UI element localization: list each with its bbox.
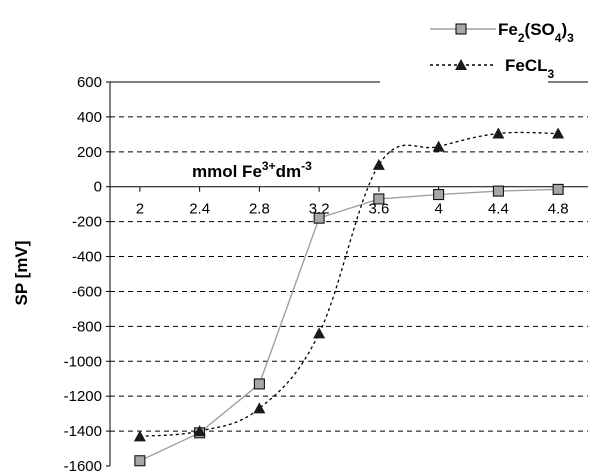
y-axis-title: SP [mV]	[12, 241, 31, 306]
y-tick-label: -200	[72, 214, 102, 231]
legend-label-1-mid: (SO	[525, 20, 555, 39]
legend-item-series-1: Fe2(SO4)3	[430, 20, 574, 45]
y-tick-label: -400	[72, 249, 102, 266]
series-1-point	[253, 378, 265, 390]
x-axis-ticks: 2 2.4 2.8 3.2 3.6 4 4.4 4.8	[136, 186, 569, 218]
series-1-point	[134, 455, 146, 467]
y-tick-label: -1200	[64, 388, 102, 405]
x-axis-title-sup2: -3	[301, 159, 312, 173]
x-axis-title: mmol Fe3+dm-3	[192, 159, 312, 181]
x-tick-label: 4.4	[488, 201, 509, 218]
x-axis-title-base: mmol Fe	[192, 162, 262, 181]
y-tick-label: -1000	[64, 353, 102, 370]
series-1-point	[313, 212, 325, 224]
legend-square-marker-icon	[455, 23, 467, 35]
x-tick-label: 4.8	[548, 201, 569, 218]
legend-label-series-1: Fe2(SO4)3	[498, 20, 574, 45]
x-tick-label: 2.4	[189, 201, 210, 218]
series-2-point	[193, 425, 206, 437]
legend: Fe2(SO4)3 FeCL3	[430, 20, 574, 81]
y-tick-label: -1400	[64, 423, 102, 440]
legend-triangle-marker-icon	[455, 59, 467, 70]
grid	[110, 81, 588, 432]
series-2-point	[253, 402, 266, 414]
legend-label-1-sub3: 3	[567, 31, 574, 45]
x-axis-title-mid: dm	[276, 162, 302, 181]
series-2-point	[372, 158, 385, 170]
legend-item-series-2: FeCL3	[430, 56, 555, 81]
y-tick-label: -800	[72, 318, 102, 335]
y-tick-label: 400	[77, 109, 102, 126]
legend-label-1-sub1: 2	[518, 31, 525, 45]
legend-label-1-end: )	[561, 20, 567, 39]
legend-label-1-base: Fe	[498, 20, 518, 39]
legend-label-2-base: FeCL	[505, 56, 548, 75]
series-2-point	[133, 430, 146, 442]
series-2-point	[552, 127, 565, 139]
series-layer	[133, 127, 565, 467]
x-tick-label: 3.6	[368, 201, 389, 218]
legend-label-series-2: FeCL3	[505, 56, 555, 81]
series-2-line	[139, 131, 559, 437]
series-1-point	[492, 185, 504, 197]
x-tick-label: 2.8	[249, 201, 270, 218]
series-1-line	[139, 188, 559, 462]
series-2-point	[313, 327, 326, 339]
y-tick-label: -1600	[64, 458, 102, 474]
legend-label-2-sub1: 3	[548, 67, 555, 81]
series-2-point	[432, 140, 445, 152]
y-tick-label: 0	[94, 179, 102, 196]
y-tick-label: 600	[77, 74, 102, 91]
legend-label-1-sub2: 4	[555, 31, 562, 45]
y-tick-label: -600	[72, 283, 102, 300]
series-1-point	[552, 183, 564, 195]
x-tick-label: 4	[434, 201, 442, 218]
y-tick-label: 200	[77, 144, 102, 161]
series-2-point	[492, 127, 505, 139]
y-axis-ticks: 600 400 200 0 -200 -400 -600 -800 -1000 -1200 -140…	[64, 74, 110, 474]
x-axis-title-sup1: 3+	[262, 159, 276, 173]
x-tick-label: 2	[136, 201, 144, 218]
series-1-point	[373, 193, 385, 205]
series-1-point	[433, 189, 445, 201]
